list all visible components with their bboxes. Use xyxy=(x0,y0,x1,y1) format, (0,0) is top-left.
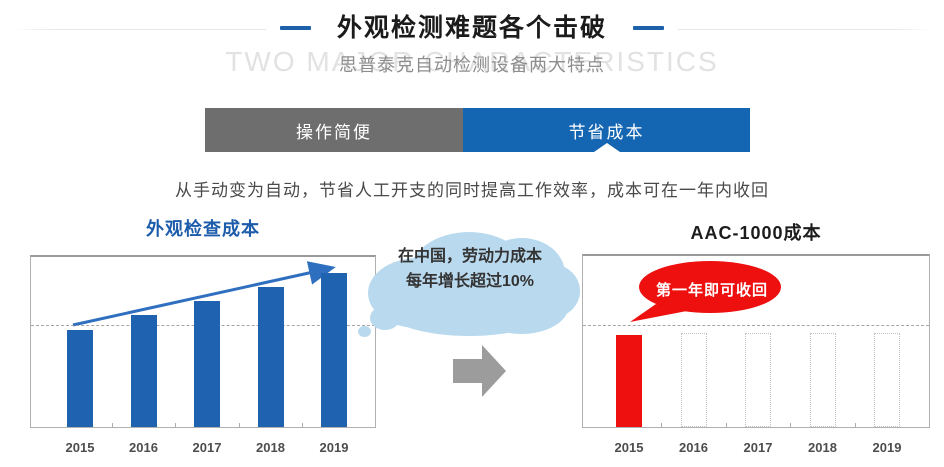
feature-tabs: 操作简便 节省成本 xyxy=(205,108,750,152)
title-dash-icon xyxy=(279,26,311,30)
placeholder-bar-2017 xyxy=(745,333,771,427)
cloud-callout-line2: 每年增长超过10% xyxy=(405,273,535,290)
x-axis-label-2015: 2015 xyxy=(614,440,644,455)
tab-easy-operation-label: 操作简便 xyxy=(296,122,372,142)
x-axis-label-2017: 2017 xyxy=(743,440,773,455)
bar-2019 xyxy=(321,273,347,427)
axis-tick xyxy=(111,423,113,427)
title-dash-icon xyxy=(633,26,664,30)
transition-arrow-icon xyxy=(453,345,507,397)
page-title: 外观检测难题各个击破 xyxy=(336,14,607,42)
watermark-text: TWO MAJOR CHARACTERISTICS xyxy=(225,46,719,77)
x-axis-label-2019: 2019 xyxy=(872,440,902,455)
axis-tick xyxy=(854,423,856,427)
x-axis-label-2017: 2017 xyxy=(192,440,222,455)
axis-tick xyxy=(790,423,792,427)
left-chart-title: 外观检查成本 xyxy=(146,219,260,239)
right-chart-x-axis: 2015 2016 2017 2018 2019 xyxy=(583,440,929,456)
bar-2015 xyxy=(616,335,642,427)
bar-2016 xyxy=(130,315,157,427)
bar-2018 xyxy=(257,287,284,427)
x-axis-label-2018: 2018 xyxy=(808,440,837,455)
axis-tick xyxy=(725,423,727,427)
x-axis-label-2018: 2018 xyxy=(256,440,285,455)
reference-dashed-line xyxy=(583,325,929,326)
speech-bubble-icon xyxy=(630,261,781,322)
section-description: 从手动变为自动，节省人工开支的同时提高工作效率，成本可在一年内收回 xyxy=(175,181,769,200)
right-chart-plot-area xyxy=(582,254,930,428)
tab-easy-operation[interactable]: 操作简便 xyxy=(205,108,463,152)
cloud-callout: 在中国，劳动力成本 每年增长超过10% xyxy=(354,228,584,340)
title-row: 外观检测难题各个击破 xyxy=(0,13,944,43)
tab-cost-saving[interactable]: 节省成本 xyxy=(463,108,750,152)
axis-tick xyxy=(302,423,304,427)
x-axis-label-2015: 2015 xyxy=(65,440,95,455)
placeholder-bar-2019 xyxy=(874,333,900,427)
cloud-callout-text: 在中国，劳动力成本 每年增长超过10% xyxy=(370,244,570,294)
axis-tick xyxy=(238,423,240,427)
bar-2017 xyxy=(194,301,220,427)
cloud-callout-line1: 在中国，劳动力成本 xyxy=(397,248,542,265)
x-axis-label-2016: 2016 xyxy=(679,440,708,455)
x-axis-label-2019: 2019 xyxy=(319,440,349,455)
placeholder-bar-2018 xyxy=(809,333,836,427)
right-chart-title: AAC-1000成本 xyxy=(690,223,822,243)
active-tab-notch-icon xyxy=(593,143,620,152)
left-chart-x-axis: 2015 2016 2017 2018 2019 xyxy=(31,440,375,456)
page-subtitle: 思普泰克自动检测设备两大特点 xyxy=(339,55,605,75)
bar-2015 xyxy=(67,330,93,427)
axis-tick xyxy=(175,423,177,427)
axis-tick xyxy=(661,423,663,427)
speech-bubble-text: 第一年即可收回 xyxy=(655,282,768,299)
left-chart-plot-area xyxy=(30,255,376,428)
tab-cost-saving-label: 节省成本 xyxy=(568,122,645,142)
placeholder-bar-2016 xyxy=(680,333,707,427)
x-axis-label-2016: 2016 xyxy=(129,440,158,455)
